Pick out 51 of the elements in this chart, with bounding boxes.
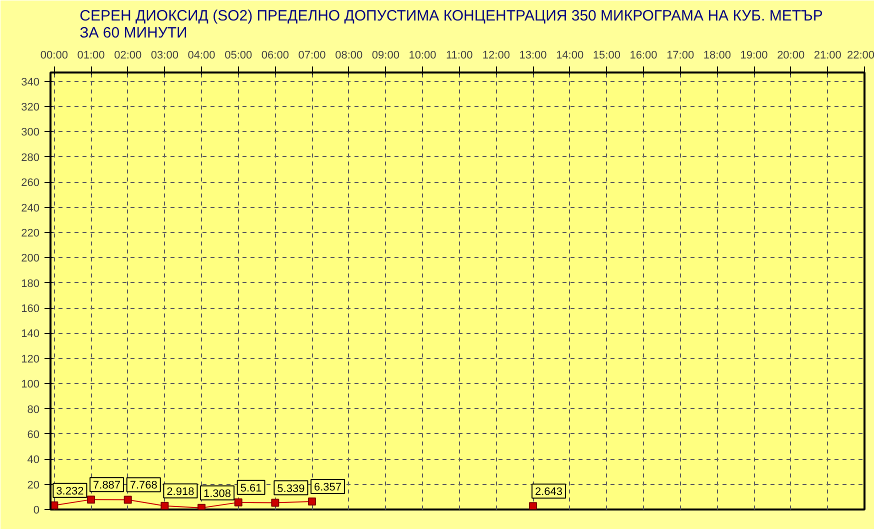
y-tick-label: 80: [27, 404, 40, 416]
y-tick-label: 120: [21, 353, 40, 366]
y-tick-label: 60: [27, 428, 40, 441]
y-tick-label: 280: [21, 152, 40, 164]
x-tick-label: 14:00: [556, 50, 584, 62]
y-tick-label: 20: [27, 479, 40, 492]
data-label: 2.643: [535, 486, 563, 498]
y-tick-label: 0: [33, 504, 40, 516]
y-tick-label: 260: [21, 177, 40, 190]
x-tick-label: 16:00: [630, 50, 658, 62]
data-label: 6.357: [314, 481, 342, 494]
x-tick-label: 19:00: [740, 50, 768, 62]
y-tick-label: 220: [21, 227, 40, 240]
x-tick-label: 04:00: [188, 50, 216, 62]
y-tick-label: 100: [21, 378, 40, 391]
x-tick-label: 15:00: [592, 50, 620, 62]
x-tick-label: 13:00: [519, 50, 547, 62]
x-tick-label: 00:00: [40, 50, 68, 62]
x-tick-label: 02:00: [114, 50, 142, 62]
chart-title: СЕРЕН ДИОКСИД (SO2) ПРЕДЕЛНО ДОПУСТИМА КОНЦЕНТРАЦИЯ 350 МИКРОГРАМА НА КУБ. МЕТЪР ЗА 60 МИНУТИ: [80, 8, 823, 42]
x-tick-label: 21:00: [814, 50, 842, 62]
x-tick-label: 06:00: [261, 50, 289, 62]
x-tick-label: 17:00: [666, 50, 694, 62]
y-tick-label: 340: [21, 76, 40, 88]
x-tick-label: 05:00: [224, 50, 252, 62]
data-label: 7.887: [93, 480, 121, 492]
x-tick-label: 08:00: [335, 50, 363, 62]
x-tick-label: 12:00: [482, 50, 510, 62]
y-tick-label: 160: [21, 303, 40, 315]
x-tick-label: 03:00: [150, 50, 178, 62]
x-tick-label: 18:00: [703, 50, 731, 62]
y-tick-label: 200: [21, 252, 40, 265]
data-label: 5.61: [240, 482, 262, 494]
y-tick-label: 320: [21, 102, 40, 114]
x-tick-label: 10:00: [408, 50, 436, 62]
data-label: 3.232: [56, 485, 84, 498]
x-tick-label: 22:00: [846, 50, 874, 62]
x-tick-label: 11:00: [446, 50, 473, 62]
y-tick-label: 180: [21, 278, 40, 290]
y-tick-label: 140: [21, 328, 40, 340]
y-tick-label: 300: [21, 126, 40, 139]
x-tick-label: 09:00: [372, 50, 400, 62]
data-label: 5.339: [277, 482, 305, 495]
data-label: 7.768: [130, 480, 158, 492]
x-tick-label: 20:00: [777, 50, 805, 62]
y-tick-label: 40: [27, 454, 40, 466]
data-label: 1.308: [204, 488, 232, 500]
x-tick-label: 01:00: [77, 50, 105, 62]
data-label: 2.918: [166, 486, 194, 498]
x-tick-label: 07:00: [298, 50, 326, 62]
y-tick-label: 240: [21, 202, 40, 214]
